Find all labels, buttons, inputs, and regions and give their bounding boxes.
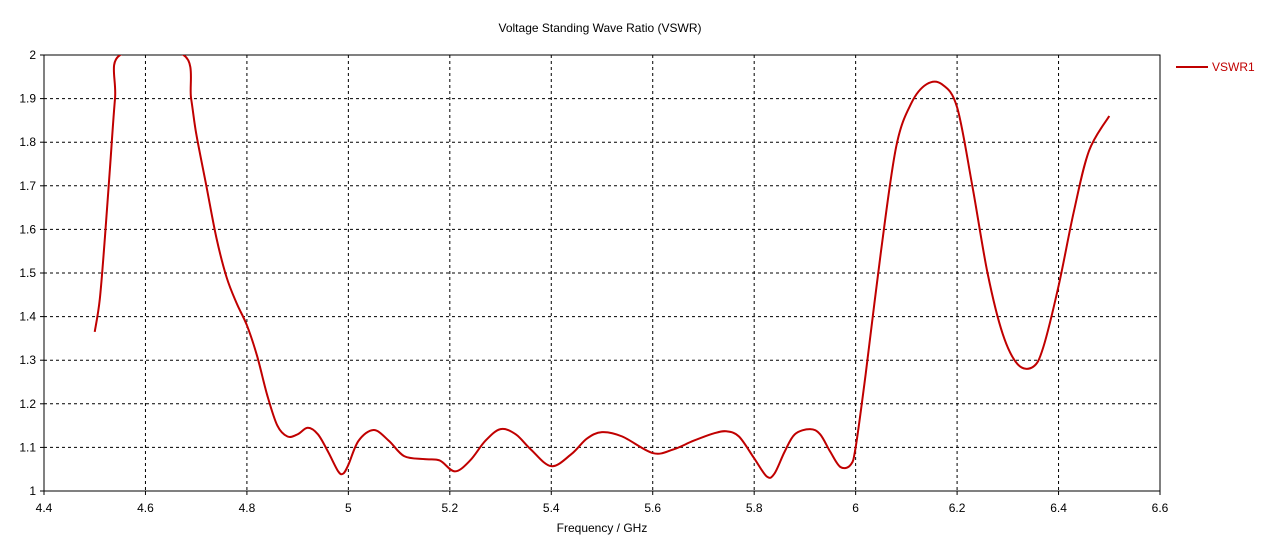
x-tick-label: 4.4 <box>36 501 53 515</box>
y-tick-label: 1.7 <box>19 179 36 193</box>
y-tick-label: 1.6 <box>19 222 36 236</box>
x-tick-label: 6.2 <box>949 501 966 515</box>
x-axis-ticks: 4.4 4.6 4.8 5 5.2 5.4 5.6 5.8 6 6.2 6.4 6.6 <box>36 491 1169 515</box>
y-tick-label: 1 <box>29 484 36 498</box>
x-tick-label: 6.6 <box>1152 501 1169 515</box>
x-tick-label: 6 <box>852 501 859 515</box>
chart-title: Voltage Standing Wave Ratio (VSWR) <box>499 21 702 35</box>
x-tick-label: 6.4 <box>1050 501 1067 515</box>
x-tick-label: 5.6 <box>644 501 661 515</box>
grid-lines <box>44 55 1160 491</box>
x-tick-label: 5.4 <box>543 501 560 515</box>
series-layer <box>93 55 1111 479</box>
legend: VSWR1 <box>1176 60 1255 74</box>
legend-label-vswr1: VSWR1 <box>1212 60 1255 74</box>
series-line-vswr1 <box>93 55 1111 479</box>
y-tick-label: 2 <box>29 48 36 62</box>
x-axis-label: Frequency / GHz <box>557 521 648 535</box>
x-tick-label: 5.8 <box>746 501 763 515</box>
y-tick-label: 1.3 <box>19 353 36 367</box>
y-tick-label: 1.8 <box>19 135 36 149</box>
y-tick-label: 1.2 <box>19 397 36 411</box>
x-tick-label: 4.6 <box>137 501 154 515</box>
y-tick-label: 1.4 <box>19 310 36 324</box>
x-tick-label: 4.8 <box>239 501 256 515</box>
x-tick-label: 5.2 <box>441 501 458 515</box>
y-tick-label: 1.9 <box>19 92 36 106</box>
y-tick-label: 1.5 <box>19 266 36 280</box>
y-tick-label: 1.1 <box>19 440 36 454</box>
y-axis-ticks: 1 1.1 1.2 1.3 1.4 1.5 1.6 1.7 1.8 1.9 2 <box>19 48 44 498</box>
x-tick-label: 5 <box>345 501 352 515</box>
